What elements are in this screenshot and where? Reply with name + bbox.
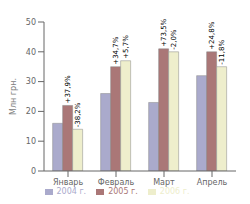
svg-text:-38,2%: -38,2% [74,102,82,127]
svg-text:20: 20 [26,107,36,116]
svg-text:Март: Март [153,178,175,187]
svg-text:Январь: Январь [53,178,83,187]
svg-text:+24,8%: +24,8% [208,21,216,49]
svg-text:-2,0%: -2,0% [170,29,178,50]
svg-text:Млн грн.: Млн грн. [9,78,18,115]
html-text:2006 г.: 2006 г. [159,187,190,196]
svg-text:+37,9%: +37,9% [64,75,72,103]
svg-text:Апрель: Апрель [197,178,228,187]
svg-text:+34,7%: +34,7% [112,36,120,64]
html-text:2004 г.: 2004 г. [56,187,87,196]
svg-text:-11,8%: -11,8% [218,40,226,65]
svg-text:+73,5%: +73,5% [160,18,168,46]
svg-text:Февраль: Февраль [98,178,135,187]
svg-text:+5,7%: +5,7% [122,35,130,59]
svg-text:10: 10 [26,137,36,146]
svg-text:0: 0 [31,167,36,176]
svg-text:50: 50 [26,18,36,27]
svg-text:30: 30 [26,77,36,86]
svg-text:40: 40 [26,48,36,57]
html-text:2005 г.: 2005 г. [108,187,138,196]
